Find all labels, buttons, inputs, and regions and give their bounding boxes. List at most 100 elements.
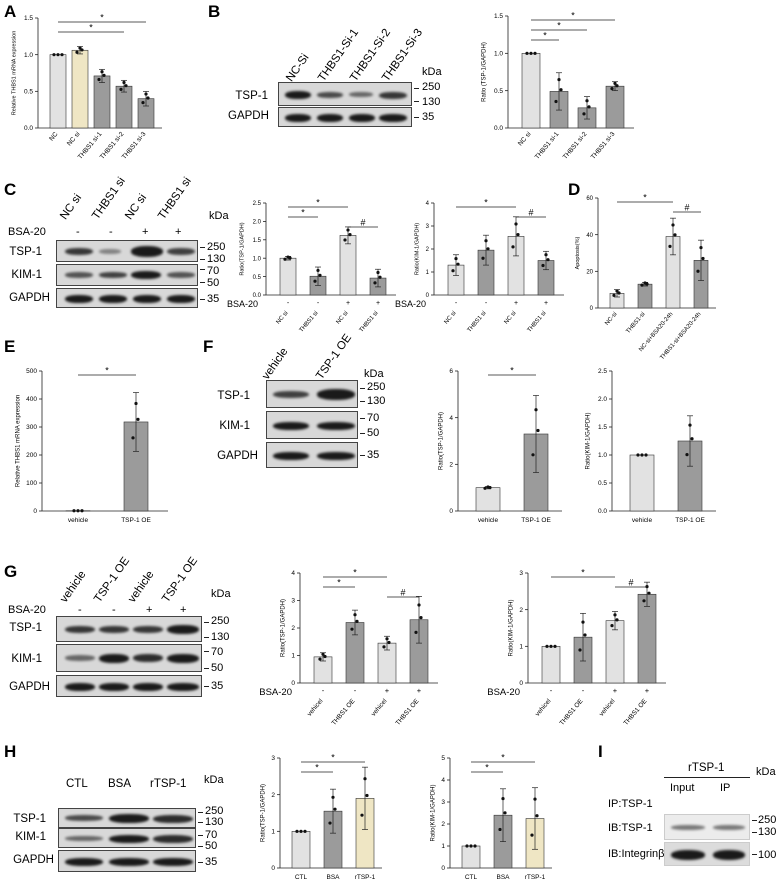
y-tick-label: 1.0: [253, 256, 262, 262]
y-tick-label: 2: [271, 792, 275, 799]
x-tick-label: TSP-1 OE: [121, 517, 151, 524]
data-point: [535, 814, 539, 818]
data-point: [119, 87, 123, 91]
treatment-sign: -: [287, 300, 290, 307]
y-axis-label: Ratio(KIM-1/GAPDH): [415, 223, 421, 275]
y-tick-label: 200: [26, 452, 37, 459]
data-point: [613, 613, 617, 617]
data-point: [529, 51, 533, 55]
row-label: GAPDH: [9, 292, 50, 304]
western-blot-h: CTL BSA rTSP-1 kDa TSP-1 KIM-1 GAPDH 250…: [8, 768, 238, 883]
data-point: [644, 453, 648, 457]
x-tick-label: THBS1 si-1: [534, 130, 561, 160]
data-point: [636, 453, 640, 457]
treatment-sign: -: [317, 300, 320, 307]
x-tick-label: vehicel: [306, 697, 325, 717]
chart-h-tsp1-ratio: 0 1 2 3 Ratio(TSP-1/GAPDH) CTL BSA rTSP-1 * *: [261, 753, 382, 881]
bar: [291, 831, 311, 869]
x-tick-label: THBS1 OE: [395, 697, 421, 727]
data-point: [531, 453, 535, 457]
treatment-sign: +: [417, 686, 422, 695]
marker-label: 130: [758, 826, 777, 838]
panel-letter-a: A: [4, 2, 17, 21]
panel-letter-g: G: [4, 562, 18, 581]
y-axis-label: Ratio(KIM-1/GAPDH): [509, 599, 515, 656]
treatment-sign: -: [582, 686, 585, 695]
row-label: TSP-1: [217, 390, 250, 402]
y-axis-label: Ratio(TSP-1/GAPDH): [281, 599, 287, 657]
row-label: GAPDH: [217, 450, 258, 462]
y-tick-label: 3: [291, 598, 295, 605]
x-tick-label: NC si: [336, 310, 350, 325]
blot-strip: [278, 82, 412, 106]
panel-letter-i: I: [598, 742, 603, 761]
lane-label: NC si: [58, 192, 85, 222]
panel-letter-e: E: [4, 337, 16, 356]
data-point: [348, 233, 352, 237]
y-tick-label: 2: [441, 821, 445, 828]
data-point: [503, 811, 507, 815]
data-point: [323, 654, 327, 659]
treatment-sign: +: [142, 226, 149, 238]
treatment-sign: -: [485, 300, 488, 307]
chart-f-tsp1-ratio: 0 2 4 6 Ratio(TSP-1/GAPDH) vehicle TSP-1 OE *: [439, 366, 562, 524]
ip-label: IP:TSP-1: [608, 798, 653, 810]
marker-label: 250: [422, 81, 441, 93]
bar: [475, 487, 501, 512]
y-tick-label: 500: [26, 368, 37, 375]
western-blot-f: vehicle TSP-1 OE kDa TSP-1 KIM-1 GAPDH 2…: [212, 332, 392, 503]
x-tick-label: THBS1 OE: [331, 697, 357, 727]
data-point: [615, 84, 619, 88]
row-label: GAPDH: [9, 681, 50, 693]
x-tick-label: NC si: [66, 131, 82, 148]
panel-letter-f: F: [203, 337, 214, 356]
x-tick-label: THBS1 OE: [623, 697, 649, 727]
bar: [49, 54, 67, 129]
blot-strip: [58, 850, 196, 872]
marker-label: 250: [205, 805, 224, 817]
blot-strip: [266, 411, 358, 439]
data-point: [690, 437, 694, 441]
marker-label: 250: [207, 241, 226, 253]
y-tick-label: 0: [519, 680, 523, 687]
y-tick-label: 0: [441, 865, 445, 872]
y-axis-label: Ratio(TSP-1/GAPDH): [240, 222, 246, 275]
significance-label: *: [501, 753, 505, 763]
data-point: [316, 268, 320, 273]
data-point: [328, 821, 332, 825]
significance-label: *: [331, 753, 335, 763]
marker-label: 100: [758, 849, 777, 861]
data-point: [136, 417, 140, 421]
significance-label: *: [89, 23, 93, 33]
y-tick-label: 20: [586, 270, 593, 276]
y-tick-label: 0: [271, 865, 275, 872]
treatment-label: BSA-20: [259, 687, 292, 698]
y-tick-label: 2: [449, 462, 453, 469]
bar: [521, 53, 541, 129]
treatment-sign: -: [112, 604, 116, 616]
blot-strip: [56, 644, 202, 672]
x-tick-label: NC si: [444, 310, 458, 325]
blot-strip: [58, 828, 196, 848]
data-point: [696, 269, 700, 273]
data-point: [350, 627, 354, 631]
significance-label: #: [400, 588, 405, 598]
y-axis-label: Ratio(KIM-1/GAPDH): [586, 412, 592, 469]
x-tick-label: NC-si: [604, 311, 618, 326]
treatment-sign: -: [322, 686, 325, 695]
data-point: [456, 262, 460, 266]
data-point: [545, 644, 549, 648]
x-tick-label: CTL: [295, 874, 308, 881]
data-point: [533, 51, 537, 55]
y-tick-label: 1.5: [494, 13, 503, 20]
data-point: [78, 46, 82, 50]
y-tick-label: 1.0: [494, 51, 503, 58]
marker-label: 35: [211, 680, 224, 692]
kda-label: kDa: [211, 588, 231, 600]
blot-strip: [664, 814, 750, 840]
y-tick-label: 1.5: [598, 424, 607, 431]
lane-label: vehicle: [260, 345, 291, 382]
data-point: [131, 436, 135, 440]
